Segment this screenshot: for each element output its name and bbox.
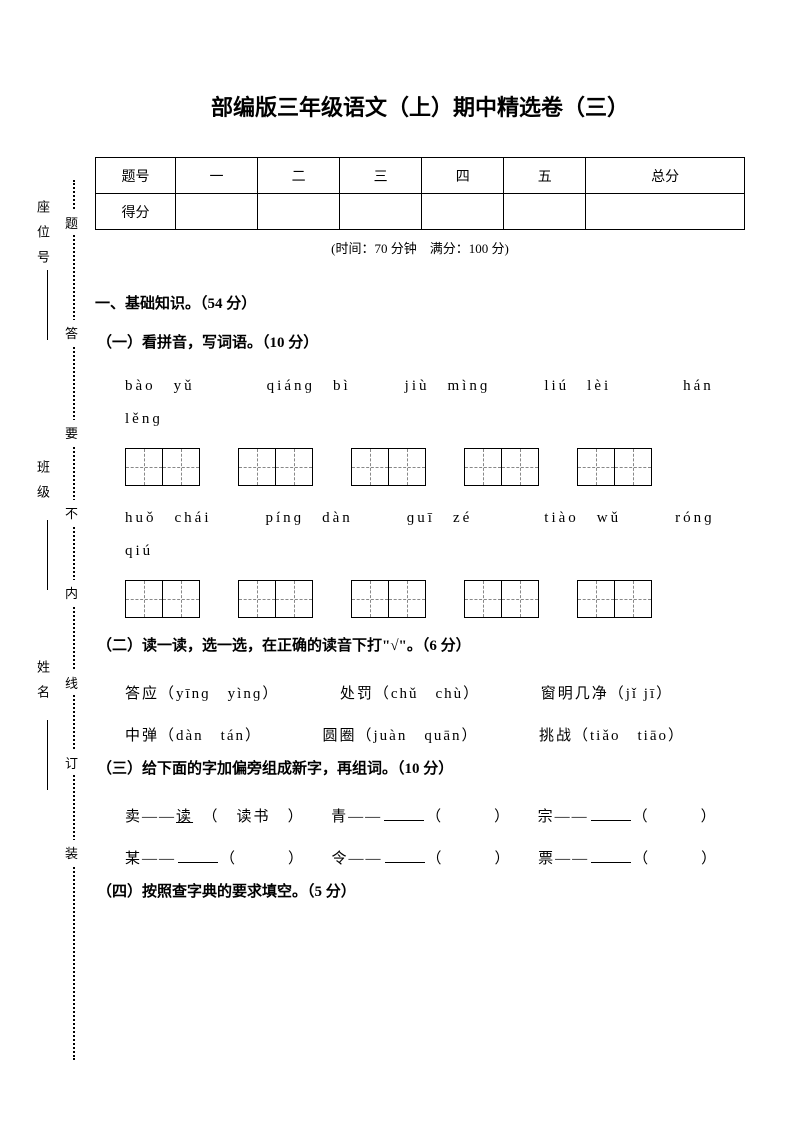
question-line: 某——（ ） 令——（ ） 票——（ ） bbox=[125, 838, 745, 880]
dotted-label: 装 bbox=[65, 840, 78, 865]
char-box-group[interactable] bbox=[125, 580, 200, 618]
table-header: 二 bbox=[258, 158, 340, 194]
margin-label-name: 姓名 bbox=[33, 660, 52, 710]
dotted-label: 要 bbox=[65, 420, 78, 445]
table-header: 三 bbox=[340, 158, 422, 194]
margin-line bbox=[47, 720, 48, 790]
dotted-label: 答 bbox=[65, 320, 78, 345]
table-cell[interactable] bbox=[504, 194, 586, 230]
char-box-group[interactable] bbox=[577, 580, 652, 618]
margin-label-seat: 座位号 bbox=[33, 200, 52, 275]
table-cell: 得分 bbox=[96, 194, 176, 230]
dotted-label: 题 bbox=[65, 210, 78, 235]
table-header: 一 bbox=[176, 158, 258, 194]
table-header: 五 bbox=[504, 158, 586, 194]
pinyin-text: bào yǔ qiánɡ bì jiù mìnɡ liú lèi hán lěn… bbox=[125, 370, 745, 436]
time-info: (时间：70 分钟 满分：100 分) bbox=[95, 238, 745, 257]
question-line: 卖——读 （ 读书 ） 青——（ ） 宗——（ ） bbox=[125, 796, 745, 838]
char-box-group[interactable] bbox=[464, 580, 539, 618]
char-box-row bbox=[125, 448, 745, 486]
char-box-row bbox=[125, 580, 745, 618]
table-cell[interactable] bbox=[176, 194, 258, 230]
sub-heading: （三）给下面的字加偏旁组成新字，再组词。（10 分） bbox=[97, 757, 745, 778]
char-box-group[interactable] bbox=[351, 580, 426, 618]
char-box-group[interactable] bbox=[351, 448, 426, 486]
char-box-group[interactable] bbox=[577, 448, 652, 486]
score-table: 题号 一 二 三 四 五 总分 得分 bbox=[95, 157, 745, 230]
table-cell[interactable] bbox=[258, 194, 340, 230]
margin-line bbox=[47, 270, 48, 340]
dotted-label: 内 bbox=[65, 580, 78, 605]
dotted-label: 线 bbox=[65, 670, 78, 695]
table-header: 总分 bbox=[586, 158, 745, 194]
question-line: 中弹（dàn tán） 圆圈（juàn quān） 挑战（tiǎo tiāo） bbox=[125, 715, 745, 757]
table-header: 题号 bbox=[96, 158, 176, 194]
margin-label-class: 班级 bbox=[33, 460, 52, 510]
page-content: 部编版三年级语文（上）期中精选卷（三） 题号 一 二 三 四 五 总分 得分 (… bbox=[95, 90, 745, 919]
sub-heading: （二）读一读，选一选，在正确的读音下打"√"。（6 分） bbox=[97, 634, 745, 655]
char-box-group[interactable] bbox=[238, 448, 313, 486]
table-cell[interactable] bbox=[586, 194, 745, 230]
question-line: 答应（yīnɡ yìnɡ） 处罚（chǔ chù） 窗明几净（jǐ jī） bbox=[125, 673, 745, 715]
table-cell[interactable] bbox=[422, 194, 504, 230]
binding-dotted-line bbox=[73, 180, 75, 1060]
binding-margin: 座位号 班级 姓名 题 答 要 不 内 线 订 装 bbox=[25, 180, 85, 1060]
pinyin-text: huǒ chái pínɡ dàn ɡuī zé tiào wǔ rónɡ qi… bbox=[125, 502, 745, 568]
char-box-group[interactable] bbox=[125, 448, 200, 486]
table-row: 题号 一 二 三 四 五 总分 bbox=[96, 158, 745, 194]
table-cell[interactable] bbox=[340, 194, 422, 230]
table-row: 得分 bbox=[96, 194, 745, 230]
section-heading: 一、基础知识。（54 分） bbox=[95, 292, 745, 313]
sub-heading: （四）按照查字典的要求填空。（5 分） bbox=[97, 880, 745, 901]
margin-line bbox=[47, 520, 48, 590]
dotted-label: 订 bbox=[65, 750, 78, 775]
char-box-group[interactable] bbox=[238, 580, 313, 618]
table-header: 四 bbox=[422, 158, 504, 194]
char-box-group[interactable] bbox=[464, 448, 539, 486]
sub-heading: （一）看拼音，写词语。（10 分） bbox=[97, 331, 745, 352]
dotted-label: 不 bbox=[65, 500, 78, 525]
page-title: 部编版三年级语文（上）期中精选卷（三） bbox=[95, 90, 745, 122]
